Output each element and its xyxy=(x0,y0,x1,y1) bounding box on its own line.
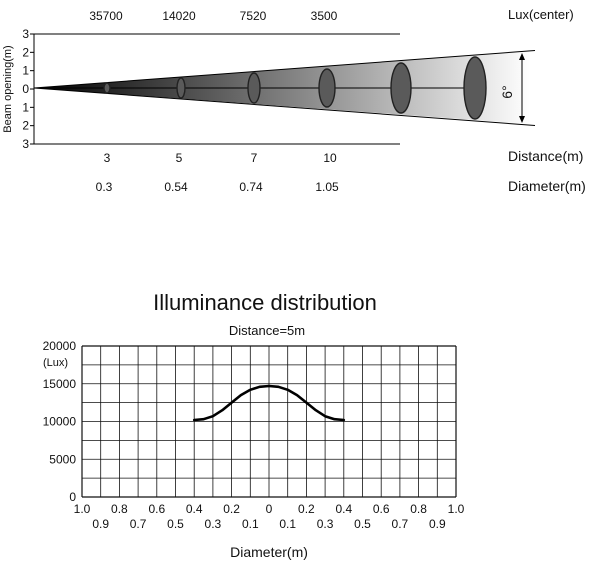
lux-value: 3500 xyxy=(311,9,338,23)
lux-center-header: Lux(center) xyxy=(508,7,574,22)
distance-values-row: 3 5 7 10 xyxy=(104,151,337,165)
diameter-label: Diameter(m) xyxy=(508,178,586,194)
distance-value: 7 xyxy=(251,151,258,165)
beam-opening-label: Beam opening(m) xyxy=(2,45,14,132)
y-axis-unit: (Lux) xyxy=(43,357,68,369)
x-tick-label: 0.4 xyxy=(186,502,203,516)
diameter-values-row: 0.3 0.54 0.74 1.05 xyxy=(96,180,339,194)
y-tick-label: 5000 xyxy=(49,452,76,466)
angle-arrow-up xyxy=(519,53,525,60)
chart-title: Illuminance distribution xyxy=(153,290,377,315)
beam-angle-label: 6° xyxy=(499,85,515,98)
illuminance-chart: Illuminance distribution Distance=5m (Lu… xyxy=(43,290,465,560)
beam-y-tick-label: 3 xyxy=(22,27,29,41)
x-tick-label-minor: 0.5 xyxy=(167,517,184,531)
distance-label: Distance(m) xyxy=(508,148,583,164)
plot-grid xyxy=(81,345,457,498)
x-tick-label-minor: 0.9 xyxy=(429,517,446,531)
lux-value: 7520 xyxy=(240,9,267,23)
beam-frame-ticks xyxy=(30,33,34,145)
x-tick-label: 0.6 xyxy=(373,502,390,516)
y-tick-label: 20000 xyxy=(43,339,77,353)
x-tick-label-minor: 0.1 xyxy=(279,517,296,531)
beam-section-ellipse xyxy=(176,77,186,99)
beam-y-tick-label: 0 xyxy=(22,82,29,96)
beam-section-ellipse xyxy=(318,68,336,108)
illuminance-curve xyxy=(192,384,346,422)
x-tick-labels: 1.0 0.8 0.6 0.4 0.2 0 0.2 0.4 0.6 0.8 1.00.9 0.7 0.5… xyxy=(74,502,465,531)
beam-section-ellipse xyxy=(463,56,487,120)
beam-y-tick-label: 1 xyxy=(22,100,29,114)
x-tick-label-minor: 0.3 xyxy=(205,517,222,531)
x-tick-label: 0.2 xyxy=(298,502,315,516)
distance-value: 10 xyxy=(323,151,337,165)
beam-section-ellipse xyxy=(390,62,412,114)
y-tick-label: 10000 xyxy=(43,415,77,429)
x-tick-label-minor: 0.9 xyxy=(92,517,109,531)
x-tick-label: 0.8 xyxy=(410,502,427,516)
x-tick-label-minor: 0.7 xyxy=(130,517,147,531)
x-tick-label: 0.8 xyxy=(111,502,128,516)
beam-cross-sections xyxy=(103,56,487,120)
lux-values-row: 35700 14020 7520 3500 xyxy=(89,9,337,23)
diameter-value: 1.05 xyxy=(315,180,339,194)
x-tick-label: 0 xyxy=(266,502,273,516)
diameter-value: 0.3 xyxy=(96,180,113,194)
beam-y-tick-label: 1 xyxy=(22,64,29,78)
beam-section-ellipse xyxy=(103,82,111,94)
beam-y-ticks: 3 2 1 0 1 2 3 xyxy=(22,27,29,151)
x-tick-label: 0.2 xyxy=(223,502,240,516)
x-tick-label: 1.0 xyxy=(448,502,465,516)
lux-value: 14020 xyxy=(162,9,196,23)
beam-y-tick-label: 2 xyxy=(22,45,29,59)
y-tick-label: 0 xyxy=(69,490,76,504)
distance-value: 3 xyxy=(104,151,111,165)
x-tick-label-minor: 0.5 xyxy=(354,517,371,531)
x-tick-label-minor: 0.3 xyxy=(317,517,334,531)
angle-arrow-down xyxy=(519,116,525,123)
beam-y-tick-label: 3 xyxy=(22,137,29,151)
lux-value: 35700 xyxy=(89,9,123,23)
diameter-value: 0.54 xyxy=(164,180,188,194)
x-tick-label: 0.6 xyxy=(148,502,165,516)
x-tick-label: 0.4 xyxy=(335,502,352,516)
y-tick-labels: 20000 15000 10000 5000 0 xyxy=(43,339,77,504)
x-tick-label-minor: 0.7 xyxy=(392,517,409,531)
plot-series xyxy=(192,384,346,422)
chart-subtitle: Distance=5m xyxy=(229,323,305,338)
x-tick-label-minor: 0.1 xyxy=(242,517,259,531)
beam-y-tick-label: 2 xyxy=(22,119,29,133)
distance-value: 5 xyxy=(176,151,183,165)
beam-section-ellipse xyxy=(247,72,261,104)
diameter-value: 0.74 xyxy=(239,180,263,194)
beam-lower-edge xyxy=(33,87,536,126)
beam-upper-edge xyxy=(33,50,536,89)
y-tick-label: 15000 xyxy=(43,377,77,391)
x-tick-label: 1.0 xyxy=(74,502,91,516)
x-axis-label: Diameter(m) xyxy=(230,544,308,560)
